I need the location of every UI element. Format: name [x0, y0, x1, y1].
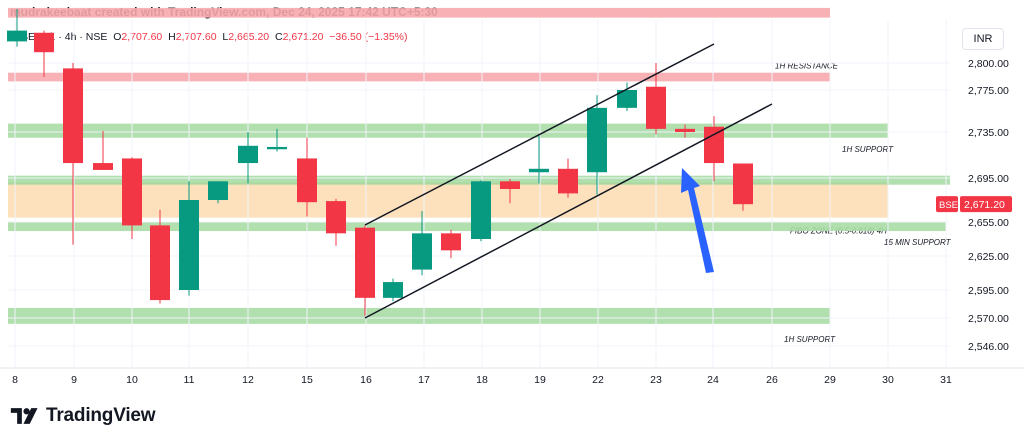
zone-label: 1H SUPPORT	[784, 335, 836, 344]
tradingview-brand: TradingView	[10, 405, 156, 427]
x-tick-label: 10	[126, 374, 138, 386]
x-tick-label: 18	[476, 374, 488, 386]
candle-body	[500, 181, 520, 189]
y-tick-label: 2,775.00	[968, 85, 1009, 97]
candle-body	[122, 158, 142, 226]
zones-layer: 1H RESISTANCE 1H SUPPORT FIBO ZONE (0.5-0.…	[8, 7, 952, 344]
candle-body	[238, 145, 258, 164]
y-tick-label: 2,546.00	[968, 341, 1009, 353]
price-ticker-bg	[936, 196, 958, 213]
x-tick-label: 12	[242, 374, 254, 386]
candle-body	[733, 163, 753, 205]
channel-lower-line	[364, 103, 773, 319]
candle-body	[34, 32, 54, 53]
zone-label: FIBO ZONE (0.5-0.618) 4H	[790, 227, 887, 236]
candle-body	[63, 68, 83, 164]
candle-body	[267, 146, 287, 150]
candle-body	[617, 90, 637, 108]
x-tick-label: 29	[824, 374, 836, 386]
candles-layer	[7, 9, 753, 316]
low-label: L	[222, 31, 229, 43]
zone-label: 1H SUPPORT	[842, 145, 894, 154]
candle-body	[93, 163, 113, 170]
x-tick-label: 22	[592, 374, 604, 386]
candle-body	[179, 200, 199, 290]
candle-body	[150, 225, 170, 301]
x-tick-label: 16	[360, 374, 372, 386]
close-label: C	[274, 31, 283, 43]
x-tick-label: 30	[882, 374, 894, 386]
x-tick-label: 15	[301, 374, 313, 386]
price-value: 2,671.20	[964, 199, 1005, 211]
candle-body	[471, 181, 491, 239]
zone-support	[8, 123, 888, 138]
candle-body	[7, 30, 27, 42]
candle-body	[208, 181, 228, 200]
x-tick-label: 17	[418, 374, 430, 386]
x-tick-label: 9	[71, 374, 77, 386]
zone-resistance	[8, 72, 830, 82]
candle-body	[383, 282, 403, 298]
candle-body	[297, 158, 317, 203]
y-tick-label: 2,625.00	[968, 251, 1009, 263]
open-label: O	[113, 31, 122, 43]
candle-body	[704, 126, 724, 164]
x-tick-label: 11	[184, 374, 195, 386]
price-value-bg	[960, 196, 1012, 213]
x-tick-label: 24	[707, 374, 719, 386]
candle-body	[587, 107, 607, 173]
x-tick-label: 19	[534, 374, 546, 386]
candle-body	[441, 233, 461, 251]
candle-body	[412, 233, 432, 270]
currency-button[interactable]: INR	[962, 28, 1004, 50]
candle-body	[558, 168, 578, 194]
zone-resistance	[8, 7, 830, 18]
candle-body	[675, 128, 695, 132]
y-tick-label: 2,735.00	[968, 127, 1009, 139]
tradingview-logo-icon	[10, 408, 38, 424]
x-tick-label: 23	[650, 374, 662, 386]
drawings-layer	[364, 43, 773, 319]
change-value: −36.50 (−1.35%)	[329, 31, 408, 43]
candle-body	[529, 168, 549, 173]
zone-support-upper	[8, 175, 950, 185]
high-value: 2,707.60	[175, 31, 217, 43]
axes-layer: 2,800.00 2,775.00 2,735.00 2,695.00 2,655.00…	[0, 58, 1024, 386]
channel-upper-line	[364, 43, 715, 226]
y-tick-label: 2,695.00	[968, 173, 1009, 185]
zone-label: 15 MIN SUPPORT	[884, 238, 952, 247]
high-label: H	[168, 31, 176, 43]
price-ticker: BSE	[939, 200, 958, 211]
x-tick-label: 26	[766, 374, 778, 386]
candle-body	[326, 201, 346, 234]
y-tick-label: 2,655.00	[968, 217, 1009, 229]
annotation-arrow-icon	[681, 168, 714, 273]
x-tick-label: 31	[940, 374, 952, 386]
low-value: 2,665.20	[228, 31, 270, 43]
zone-label: 1H RESISTANCE	[775, 62, 839, 71]
y-tick-label: 2,595.00	[968, 285, 1009, 297]
tradingview-wordmark: TradingView	[46, 405, 156, 426]
candle-body	[355, 227, 375, 298]
y-tick-label: 2,570.00	[968, 313, 1009, 325]
x-tick-label: 8	[12, 374, 18, 386]
close-value: 2,671.20	[282, 31, 324, 43]
y-tick-label: 2,800.00	[968, 58, 1009, 70]
candle-body	[646, 86, 666, 129]
zone-support	[8, 307, 830, 324]
